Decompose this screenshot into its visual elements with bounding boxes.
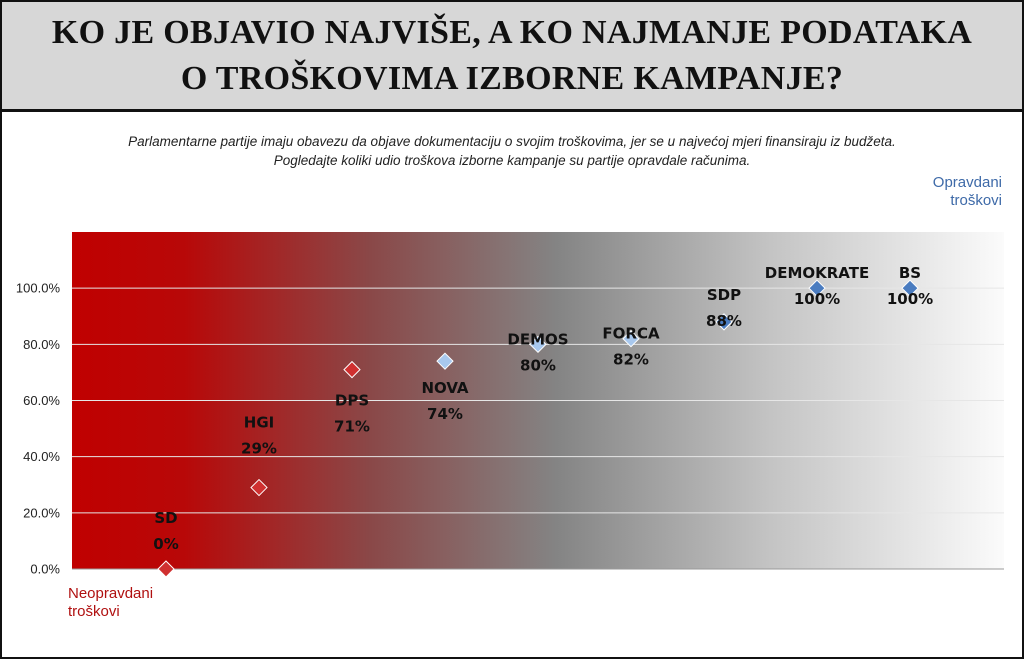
- justified-costs-line-2: troškovi: [950, 192, 1002, 209]
- point-name-label: FORCA: [602, 325, 660, 343]
- y-tick-label: 60.0%: [23, 393, 60, 408]
- point-name-label: DEMOS: [507, 330, 568, 348]
- point-name-label: SDP: [707, 286, 741, 304]
- data-point-demos: [529, 335, 547, 354]
- y-tick-label: 0.0%: [30, 562, 60, 577]
- data-point-forca: [622, 330, 640, 348]
- point-name-label: HGI: [244, 414, 274, 432]
- title-line-2: O TROŠKOVIMA IZBORNE KAMPANJE?: [180, 60, 844, 97]
- point-value-label: 74%: [427, 405, 463, 423]
- subtitle-line-1: Parlamentarne partije imaju obavezu da o…: [128, 134, 896, 149]
- point-value-label: 80%: [520, 356, 556, 374]
- data-point-bs: [901, 279, 919, 297]
- title-line-1: KO JE OBJAVIO NAJVIŠE, A KO NAJMANJE POD…: [51, 14, 973, 51]
- justified-costs-line-1: Opravdani: [932, 174, 1002, 191]
- data-points: [157, 279, 919, 578]
- point-name-label: BS: [899, 264, 921, 282]
- y-tick-label: 20.0%: [23, 505, 60, 520]
- y-tick-label: 80.0%: [23, 337, 60, 352]
- point-value-label: 0%: [153, 535, 178, 553]
- unjustified-costs-line-1: Neopravdani: [68, 585, 154, 602]
- data-point-sdp: [715, 313, 733, 331]
- data-point-dps: [343, 360, 361, 379]
- point-name-label: SD: [154, 509, 177, 527]
- subtitle-line-2: Pogledajte koliki udio troškova izborne …: [273, 153, 751, 168]
- y-axis-ticks: 0.0% 20.0% 40.0% 60.0% 80.0% 100.0%: [16, 281, 61, 577]
- unjustified-costs-label: Neopravdani troškovi: [68, 585, 153, 621]
- point-name-label: DPS: [335, 392, 369, 410]
- data-point-hgi: [250, 478, 268, 497]
- point-name-label: DEMOKRATE: [765, 264, 869, 282]
- data-point-nova: [436, 352, 454, 370]
- chart-subtitle: Parlamentarne partije imaju obavezu da o…: [42, 132, 982, 170]
- point-value-label: 100%: [887, 290, 933, 308]
- justified-costs-label: Opravdani troškovi: [933, 174, 1002, 210]
- point-value-label: 100%: [794, 290, 840, 308]
- title-banner: KO JE OBJAVIO NAJVIŠE, A KO NAJMANJE POD…: [2, 2, 1022, 112]
- data-point-sd: [157, 560, 175, 578]
- page-title: KO JE OBJAVIO NAJVIŠE, A KO NAJMANJE POD…: [2, 10, 1022, 102]
- point-value-label: 71%: [334, 418, 370, 436]
- data-point-demokrate: [808, 279, 826, 297]
- point-name-label: NOVA: [421, 379, 468, 397]
- point-labels: SD 0% HGI 29% DPS 71% NOVA 74% DEMOS 80% FORCA 82% S…: [153, 264, 933, 553]
- point-value-label: 82%: [613, 351, 649, 369]
- point-value-label: 29%: [241, 440, 277, 458]
- y-tick-label: 100.0%: [16, 281, 61, 296]
- y-tick-label: 40.0%: [23, 449, 60, 464]
- point-value-label: 88%: [706, 312, 742, 330]
- unjustified-costs-line-2: troškovi: [68, 603, 120, 620]
